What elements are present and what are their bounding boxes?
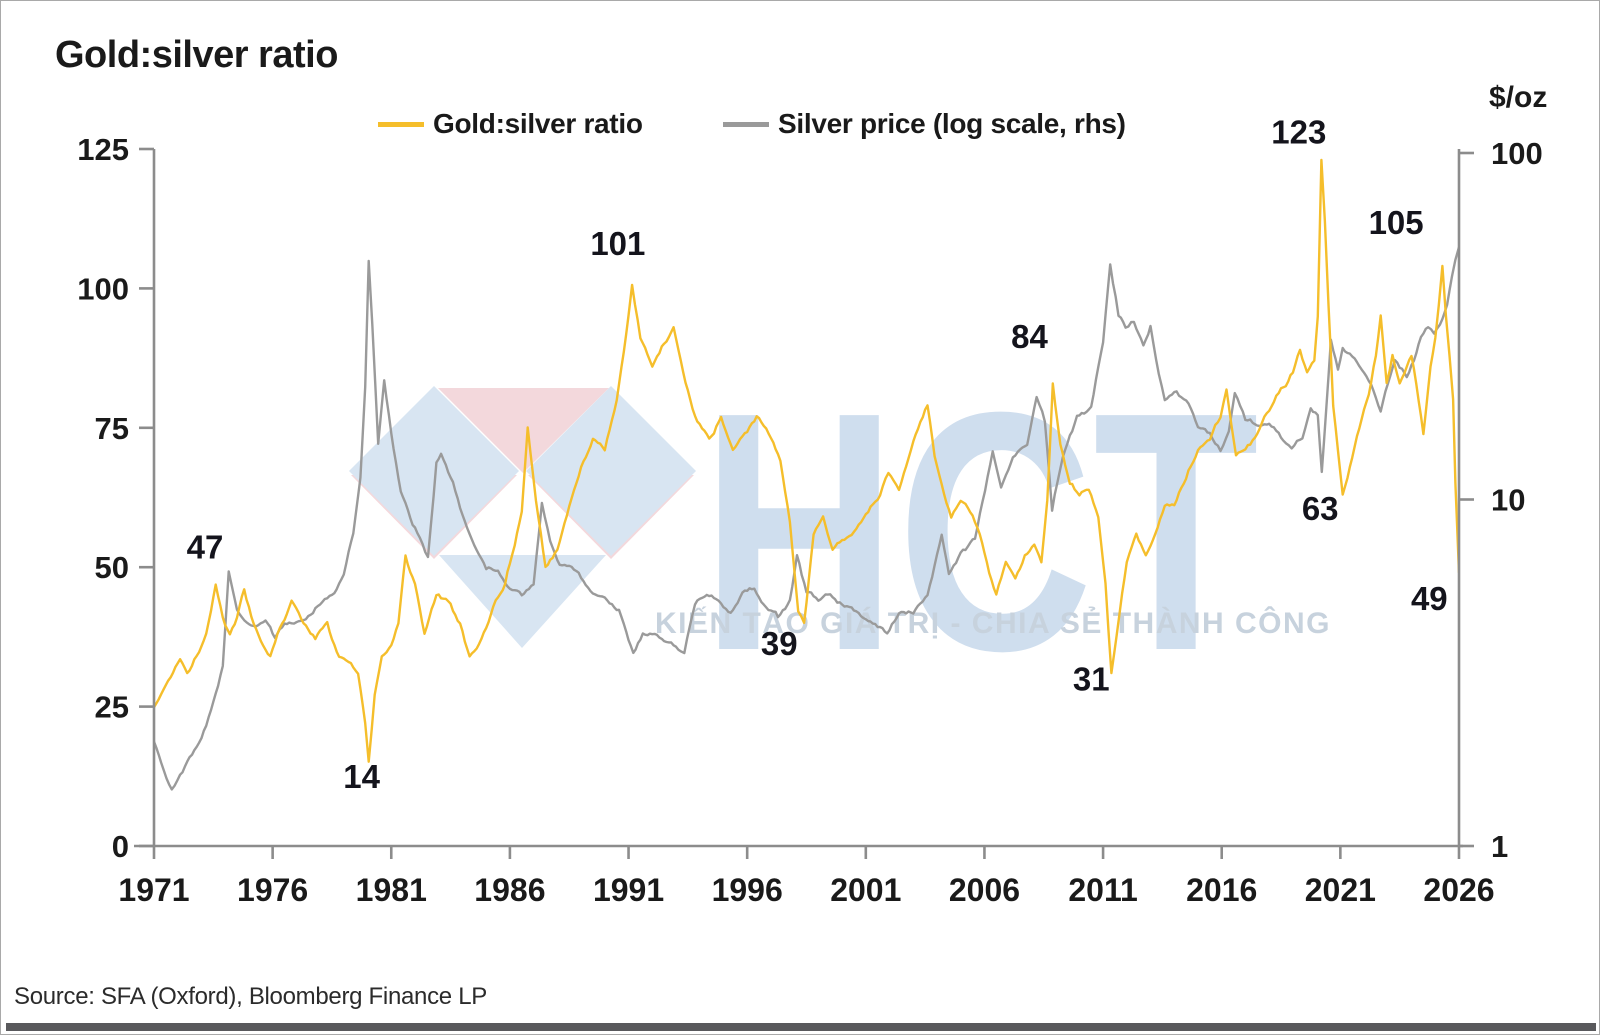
x-axis-tick-label: 2026 bbox=[1423, 872, 1494, 908]
x-axis-tick-label: 2001 bbox=[830, 872, 901, 908]
x-axis-tick-label: 1976 bbox=[237, 872, 308, 908]
annotation-47: 47 bbox=[187, 529, 224, 566]
axes bbox=[134, 147, 1474, 859]
annotation-14: 14 bbox=[343, 758, 380, 795]
bottom-divider-bar bbox=[6, 1023, 1596, 1031]
legend-label: Silver price (log scale, rhs) bbox=[778, 108, 1126, 139]
x-axis-tick-label: 1991 bbox=[593, 872, 664, 908]
x-axis-tick-label: 1986 bbox=[474, 872, 545, 908]
annotation-63: 63 bbox=[1302, 490, 1339, 527]
legend-swatch-yellow bbox=[378, 121, 424, 127]
legend-item-gold-silver-ratio: Gold:silver ratio bbox=[378, 107, 643, 141]
watermark-tagline: KIẾN TẠO GIÁ TRỊ - CHIA SẺ THÀNH CÔNG bbox=[655, 606, 1331, 640]
series-line-silver-price bbox=[154, 246, 1459, 791]
x-axis-tick-label: 2016 bbox=[1186, 872, 1257, 908]
x-axis-tick-label: 1981 bbox=[356, 872, 427, 908]
left-axis-tick-label: 25 bbox=[95, 690, 129, 725]
annotation-39: 39 bbox=[761, 625, 798, 662]
right-axis-tick-label: 100 bbox=[1491, 136, 1543, 171]
axis-tick-labels: 0 25 50 75 100 125 1 10 100 1971 1976 1981 1986 1991 1… bbox=[77, 132, 1542, 908]
page-title: Gold:silver ratio bbox=[55, 34, 338, 76]
left-axis-tick-label: 0 bbox=[112, 829, 129, 864]
series-line-gold-silver-ratio bbox=[154, 158, 1459, 763]
watermark-logo-facet bbox=[438, 388, 609, 473]
left-axis-tick-label: 125 bbox=[77, 132, 129, 167]
annotation-84: 84 bbox=[1011, 318, 1048, 355]
x-axis-tick-label: 2011 bbox=[1068, 872, 1137, 908]
annotation-31: 31 bbox=[1073, 660, 1110, 697]
left-axis-tick-label: 50 bbox=[95, 550, 129, 585]
legend-label: Gold:silver ratio bbox=[433, 108, 643, 139]
watermark-logo-facet bbox=[439, 555, 606, 648]
legend: Gold:silver ratio Silver price (log scal… bbox=[1, 107, 1599, 141]
x-axis-tick-label: 1996 bbox=[712, 872, 783, 908]
right-axis-tick-label: 1 bbox=[1491, 829, 1508, 864]
x-axis-tick-label: 2021 bbox=[1305, 872, 1376, 908]
x-axis-tick-label: 1971 bbox=[118, 872, 189, 908]
annotation-105: 105 bbox=[1369, 204, 1424, 241]
legend-item-silver-price: Silver price (log scale, rhs) bbox=[723, 107, 1126, 141]
x-axis-tick-label: 2006 bbox=[949, 872, 1020, 908]
annotation-123: 123 bbox=[1271, 113, 1326, 150]
annotation-101: 101 bbox=[590, 225, 645, 262]
annotation-49: 49 bbox=[1411, 580, 1448, 617]
right-axis-unit-label: $/oz bbox=[1489, 81, 1548, 114]
data-annotations: 47 14 101 39 84 31 123 63 105 49 bbox=[187, 113, 1448, 795]
left-axis-tick-label: 75 bbox=[95, 411, 129, 446]
legend-swatch-gray bbox=[723, 121, 769, 127]
left-axis-tick-label: 100 bbox=[77, 271, 129, 306]
right-axis-tick-label: 10 bbox=[1491, 483, 1525, 518]
source-note: Source: SFA (Oxford), Bloomberg Finance … bbox=[14, 983, 487, 1010]
